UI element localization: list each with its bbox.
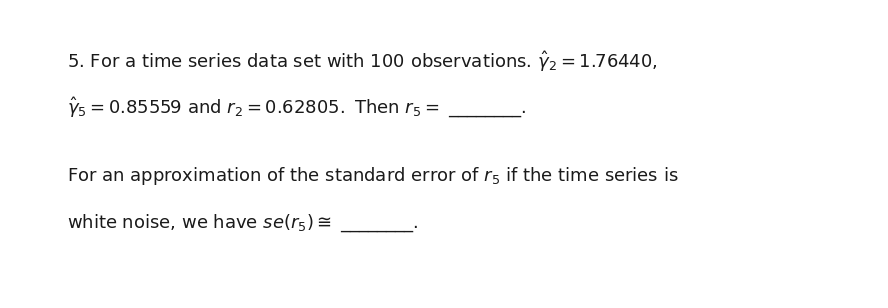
- Text: 5. For a time series data set with 100 observations. $\hat{\gamma}_2 = 1.76440,$: 5. For a time series data set with 100 o…: [67, 49, 658, 74]
- Text: For an approximation of the standard error of $r_5$ if the time series is: For an approximation of the standard err…: [67, 164, 678, 187]
- Text: white noise, we have $se(r_5) \cong$ ________.: white noise, we have $se(r_5) \cong$ ___…: [67, 213, 418, 234]
- Text: $\hat{\gamma}_5 = 0.85559$ and $r_2 = 0.62805.$ Then $r_5 =$ ________.: $\hat{\gamma}_5 = 0.85559$ and $r_2 = 0.…: [67, 96, 527, 120]
